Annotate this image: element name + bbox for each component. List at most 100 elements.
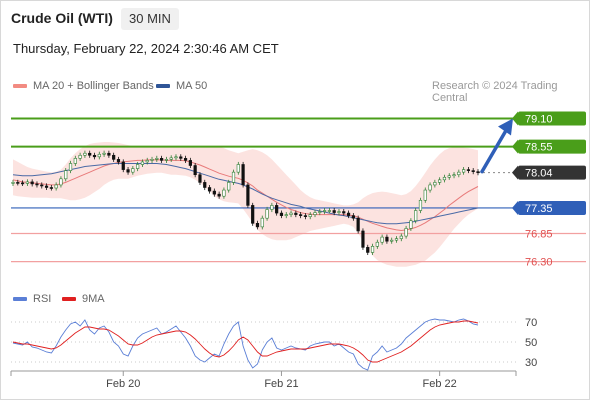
candle-body-57 <box>284 214 288 216</box>
candle-body-93 <box>457 171 461 176</box>
candle-body-33 <box>169 157 173 160</box>
candle-body-38 <box>193 165 197 176</box>
candle-body-47 <box>236 164 240 173</box>
candle-body-96 <box>471 170 475 172</box>
candle-body-34 <box>174 156 178 159</box>
legend-ma50-label: MA 50 <box>176 80 208 92</box>
rsi-line <box>12 318 479 371</box>
candle-body-11 <box>64 170 68 180</box>
rsi-level-label-0: 70 <box>525 317 537 329</box>
level-label-1: 78.55 <box>525 142 553 154</box>
candle-body-69 <box>342 211 346 214</box>
candle-body-18 <box>97 153 101 158</box>
candle-body-48 <box>241 164 245 186</box>
candle-body-77 <box>380 236 384 243</box>
candle-body-0 <box>11 182 15 184</box>
candle-body-76 <box>375 241 379 247</box>
candle-body-12 <box>68 163 73 171</box>
candle-body-3 <box>25 181 29 184</box>
level-label-pointer-1 <box>512 139 518 154</box>
timeframe-badge[interactable]: 30 MIN <box>121 8 179 30</box>
candle-body-6 <box>40 184 44 187</box>
candle-body-36 <box>183 158 188 161</box>
candle-body-1 <box>16 182 20 184</box>
candle-body-8 <box>49 187 53 189</box>
candle-body-5 <box>35 183 39 186</box>
level-label-2: 78.04 <box>525 168 553 180</box>
candle-body-32 <box>164 159 169 161</box>
legend-rsi-label: RSI <box>33 293 52 305</box>
candle-body-84 <box>414 210 418 222</box>
candle-body-22 <box>116 159 121 163</box>
candle-body-82 <box>404 228 408 237</box>
candle-body-52 <box>260 217 264 228</box>
level-label-pointer-3 <box>512 200 518 215</box>
candle-body-55 <box>275 205 279 214</box>
candle-body-37 <box>188 160 192 166</box>
candle-body-24 <box>126 169 130 173</box>
candle-body-13 <box>73 158 77 164</box>
level-lines <box>11 117 586 263</box>
candle-body-49 <box>246 184 250 206</box>
level-label-pointer-0 <box>512 111 518 126</box>
bollinger-band-fill <box>13 142 478 267</box>
candle-body-29 <box>150 159 154 161</box>
x-tick-label-0: Feb 20 <box>106 378 140 390</box>
level-label-4: 76.85 <box>525 229 553 241</box>
candle-body-16 <box>88 152 92 156</box>
candle-body-83 <box>409 220 413 229</box>
candle-body-67 <box>332 210 336 213</box>
candle-body-75 <box>370 246 375 253</box>
candle-body-42 <box>212 190 216 195</box>
candle-body-15 <box>83 152 87 156</box>
candle-body-71 <box>351 215 355 219</box>
candle-body-27 <box>140 161 145 165</box>
legend-ma20-label: MA 20 + Bollinger Bands <box>33 80 154 92</box>
rsi-swatch <box>13 297 27 301</box>
candle-body-35 <box>179 156 183 159</box>
candle-body-91 <box>447 175 451 178</box>
candle-body-2 <box>20 182 25 185</box>
instrument-title: Crude Oil (WTI) <box>11 10 113 26</box>
candle-body-64 <box>318 211 322 213</box>
ma50-swatch <box>156 84 170 88</box>
candle-body-90 <box>442 176 447 181</box>
candle-body-53 <box>265 209 269 219</box>
candle-body-56 <box>279 212 284 216</box>
candle-body-66 <box>327 210 331 212</box>
ma20-swatch <box>13 84 27 88</box>
legend-ma20: MA 20 + Bollinger Bands <box>13 80 154 92</box>
candle-body-43 <box>217 193 221 197</box>
candle-body-78 <box>385 236 389 242</box>
candle-body-86 <box>423 189 427 201</box>
candle-body-17 <box>92 154 97 158</box>
candle-body-39 <box>198 174 202 183</box>
candle-body-72 <box>356 217 360 232</box>
candle-body-4 <box>30 181 34 185</box>
time-axis: Feb 20 Feb 21 Feb 22 <box>10 370 517 390</box>
candle-body-14 <box>78 154 82 159</box>
candle-body-28 <box>145 160 149 163</box>
candle-body-7 <box>44 185 49 188</box>
candle-body-89 <box>438 179 442 183</box>
candle-body-9 <box>54 184 58 189</box>
candle-body-51 <box>255 223 260 228</box>
target-arrow <box>480 118 513 174</box>
candle-body-87 <box>428 184 432 191</box>
arrow-shaft <box>480 128 508 174</box>
candle-body-92 <box>452 174 456 177</box>
level-label-box-3 <box>518 200 586 215</box>
candle-body-46 <box>231 171 236 183</box>
candle-body-58 <box>289 212 293 215</box>
candle-body-79 <box>390 239 394 242</box>
timestamp: Thursday, February 22, 2024 2:30:46 AM C… <box>13 41 279 56</box>
candle-body-23 <box>121 161 125 170</box>
candle-body-80 <box>394 238 399 241</box>
rsi-ma-swatch <box>62 297 76 301</box>
candle-body-95 <box>466 169 471 171</box>
candle-body-40 <box>203 182 207 188</box>
candle-body-54 <box>270 205 274 210</box>
rsi-level-label-2: 30 <box>525 357 537 369</box>
legend-ma50: MA 50 <box>156 80 207 92</box>
candle-body-81 <box>399 235 403 239</box>
